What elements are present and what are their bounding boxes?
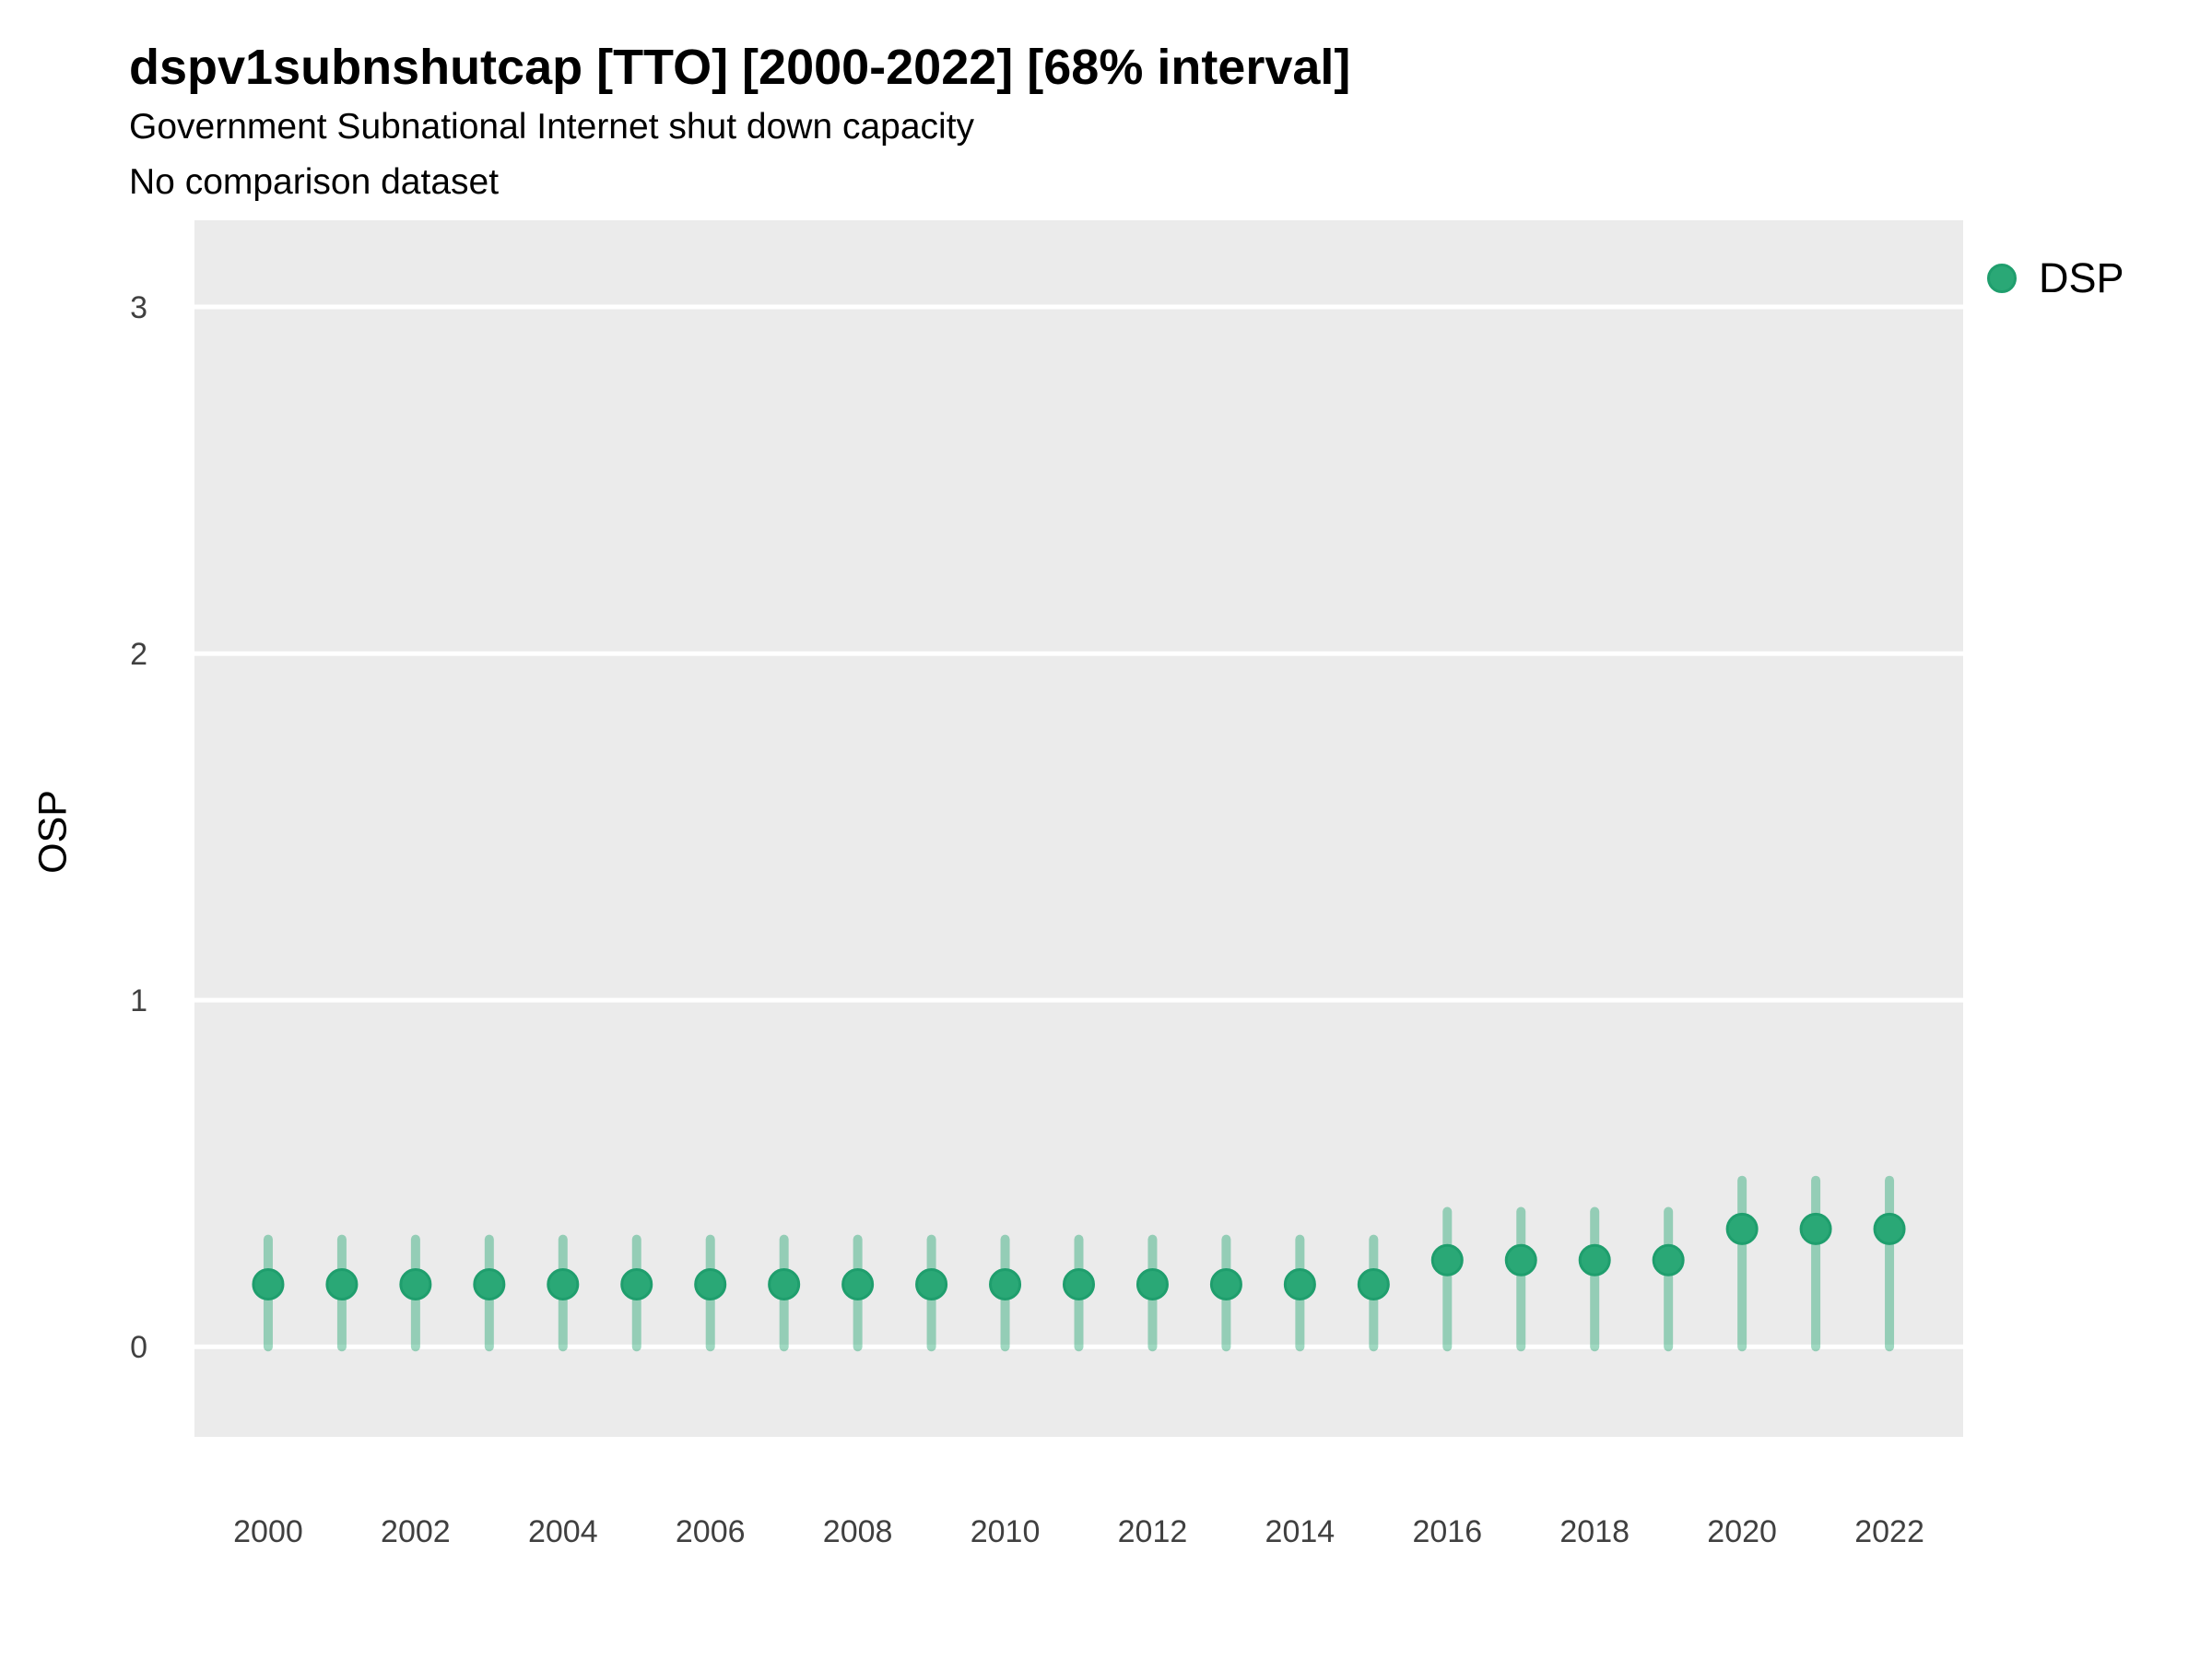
x-tick-label-2002: 2002 [381, 1514, 451, 1549]
legend: DSP [1987, 254, 2124, 302]
legend-label: DSP [2039, 254, 2124, 301]
legend-dot-icon [1987, 264, 2017, 293]
estimate-point-2007 [768, 1268, 801, 1301]
plot-panel [194, 220, 1963, 1437]
x-tick-label-2004: 2004 [528, 1514, 598, 1549]
x-tick-label-2020: 2020 [1707, 1514, 1777, 1549]
estimate-point-2008 [841, 1268, 875, 1301]
x-tick-label-2006: 2006 [676, 1514, 746, 1549]
estimate-point-2022 [1873, 1212, 1906, 1245]
x-tick-label-2012: 2012 [1118, 1514, 1188, 1549]
estimate-point-2021 [1799, 1212, 1832, 1245]
estimate-point-2009 [915, 1268, 948, 1301]
estimate-point-2003 [473, 1268, 506, 1301]
x-tick-label-2018: 2018 [1559, 1514, 1630, 1549]
x-tick-label-2022: 2022 [1854, 1514, 1924, 1549]
estimate-point-2020 [1725, 1212, 1759, 1245]
chart-subtitle: Government Subnational Internet shut dow… [129, 107, 975, 147]
chart-title: dspv1subnshutcap [TTO] [2000-2022] [68% … [129, 40, 1351, 95]
estimate-point-2013 [1209, 1268, 1242, 1301]
chart-comparison-note: No comparison dataset [129, 162, 500, 202]
x-tick-label-2016: 2016 [1412, 1514, 1482, 1549]
estimate-point-2005 [620, 1268, 653, 1301]
x-tick-label-2010: 2010 [971, 1514, 1041, 1549]
estimate-point-2001 [325, 1268, 359, 1301]
y-tick-label-2: 2 [130, 637, 147, 672]
y-tick-label-3: 3 [130, 290, 147, 325]
estimate-point-2016 [1430, 1243, 1464, 1277]
estimate-point-2006 [694, 1268, 727, 1301]
estimate-point-2000 [252, 1268, 285, 1301]
x-tick-label-2014: 2014 [1265, 1514, 1335, 1549]
estimate-point-2018 [1578, 1243, 1611, 1277]
x-tick-label-2000: 2000 [233, 1514, 303, 1549]
estimate-point-2017 [1504, 1243, 1537, 1277]
estimate-point-2015 [1357, 1268, 1390, 1301]
estimate-point-2012 [1135, 1268, 1169, 1301]
estimate-point-2011 [1063, 1268, 1095, 1301]
x-tick-label-2008: 2008 [823, 1514, 893, 1549]
y-tick-label-0: 0 [130, 1330, 147, 1365]
estimate-point-2004 [547, 1268, 580, 1301]
estimate-point-2014 [1283, 1268, 1316, 1301]
y-axis-title: OSP [30, 790, 76, 874]
y-tick-label-1: 1 [130, 983, 147, 1018]
estimate-point-2010 [989, 1268, 1022, 1301]
estimate-point-2019 [1652, 1243, 1685, 1277]
estimate-point-2002 [399, 1268, 432, 1301]
